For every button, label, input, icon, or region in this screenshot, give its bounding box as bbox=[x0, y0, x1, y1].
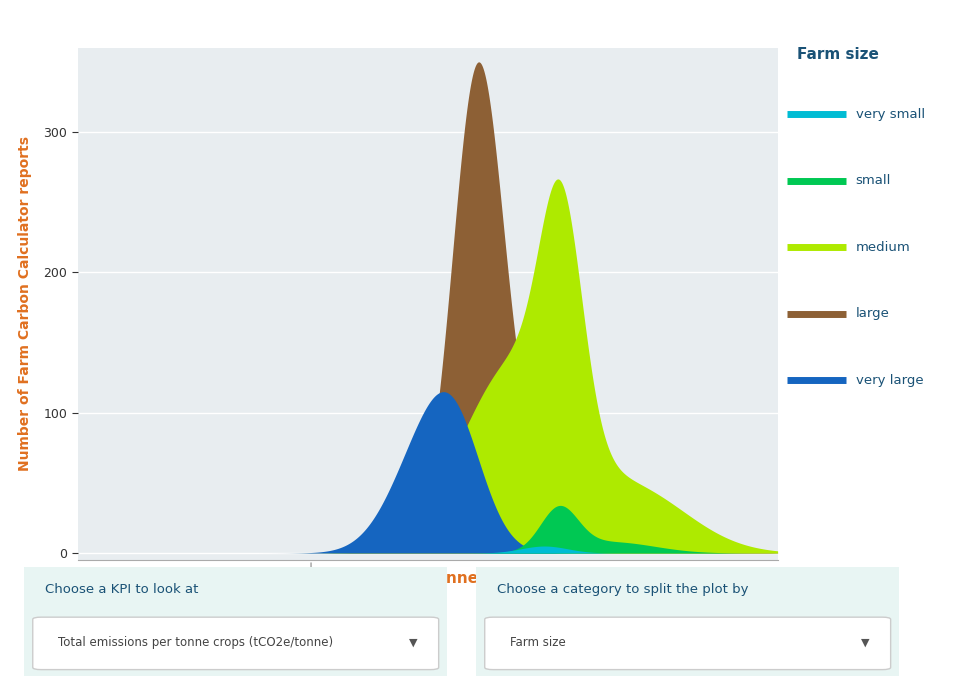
Text: Choose a KPI to look at: Choose a KPI to look at bbox=[46, 583, 199, 596]
Text: ▼: ▼ bbox=[861, 637, 870, 647]
Text: large: large bbox=[855, 307, 889, 320]
FancyBboxPatch shape bbox=[485, 617, 890, 669]
Text: Choose a category to split the plot by: Choose a category to split the plot by bbox=[498, 583, 748, 596]
X-axis label: Log of Total emissions per tonne crops (tCO2e/tonne): Log of Total emissions per tonne crops (… bbox=[198, 571, 657, 586]
Text: very large: very large bbox=[855, 374, 923, 387]
Text: Farm size: Farm size bbox=[510, 636, 566, 649]
Y-axis label: Number of Farm Carbon Calculator reports: Number of Farm Carbon Calculator reports bbox=[18, 137, 32, 471]
FancyBboxPatch shape bbox=[16, 566, 456, 678]
FancyBboxPatch shape bbox=[33, 617, 438, 669]
Text: Farm size: Farm size bbox=[797, 47, 879, 62]
Text: medium: medium bbox=[855, 240, 911, 254]
Text: Zero emissions: Zero emissions bbox=[311, 585, 391, 596]
Text: Total emissions per tonne crops (tCO2e/tonne): Total emissions per tonne crops (tCO2e/t… bbox=[58, 636, 333, 649]
Text: small: small bbox=[855, 174, 891, 187]
Text: ▼: ▼ bbox=[409, 637, 418, 647]
Text: very small: very small bbox=[855, 107, 924, 121]
FancyBboxPatch shape bbox=[468, 566, 908, 678]
